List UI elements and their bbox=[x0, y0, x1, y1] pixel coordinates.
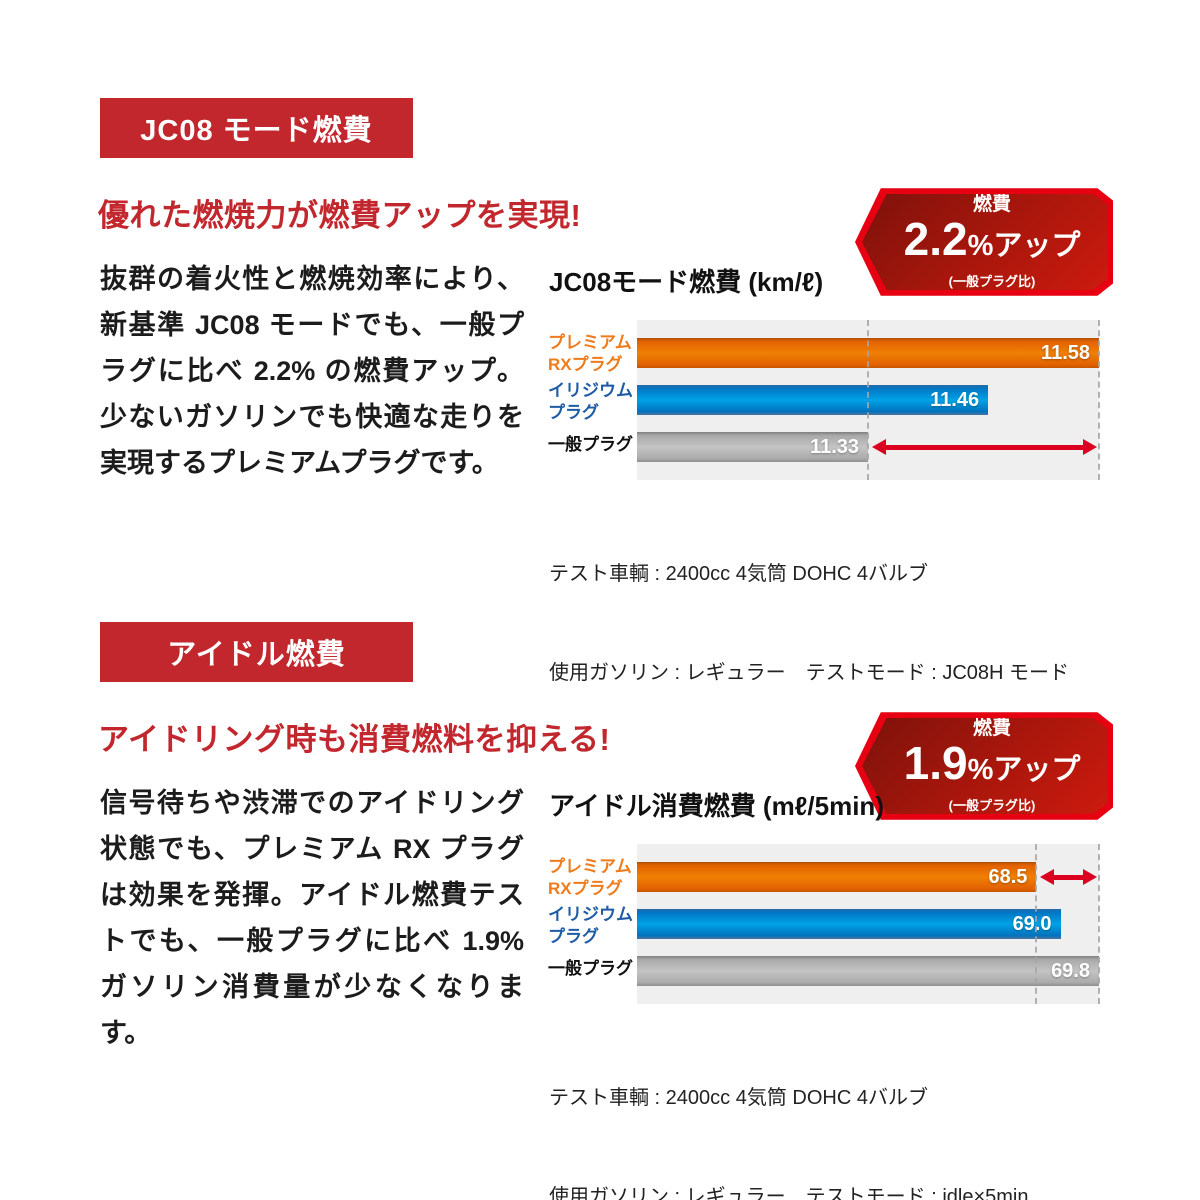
section-idle: アイドル燃費 アイドリング時も消費燃料を抑える! 信号待ちや渋滞でのアイドリング… bbox=[0, 622, 1200, 1200]
standard-plug-bar: 69.8 bbox=[637, 956, 1099, 986]
bar-value-label: 11.46 bbox=[930, 388, 980, 411]
test-conditions-line: テスト車輌 : 2400cc 4気筒 DOHC 4バルブ bbox=[549, 1087, 928, 1109]
bar-value-label: 11.58 bbox=[1041, 341, 1090, 364]
difference-arrow-icon bbox=[872, 439, 1097, 455]
chart-title: JC08モード燃費 (km/ℓ) bbox=[549, 267, 824, 297]
badge-label: 燃費 bbox=[972, 718, 1011, 739]
badge-value-line: 1.9%アップ bbox=[904, 740, 1081, 798]
guide-dashed-line bbox=[867, 320, 869, 480]
test-conditions: テスト車輌 : 2400cc 4気筒 DOHC 4バルブ 使用ガソリン : レギ… bbox=[549, 1016, 1029, 1200]
section-banner-idle: アイドル燃費 bbox=[100, 622, 413, 682]
bar-value-label: 69.8 bbox=[1051, 959, 1090, 982]
fuel-up-badge: 燃費 1.9%アップ (一般プラグ比) bbox=[855, 712, 1113, 820]
row-label-standard: 一般プラグ bbox=[548, 959, 633, 978]
row-label-premium-rx: プレミアム RXプラグ bbox=[548, 333, 632, 374]
section-body-text: 抜群の着火性と燃焼効率により、新基準 JC08 モードでも、一般プラグに比べ 2… bbox=[100, 264, 524, 478]
badge-percent-value: 1.9 bbox=[903, 737, 968, 789]
jc08-bar-chart: 11.58 11.46 11.33 bbox=[637, 320, 1100, 480]
premium-rx-bar: 68.5 bbox=[637, 862, 1037, 892]
row-label-iridium: イリジウム プラグ bbox=[548, 905, 633, 946]
test-conditions-line: テスト車輌 : 2400cc 4気筒 DOHC 4バルブ bbox=[549, 563, 928, 585]
chart-title: アイドル消費燃費 (mℓ/5min) bbox=[549, 791, 884, 821]
row-label-premium-rx: プレミアム RXプラグ bbox=[548, 857, 632, 898]
bar-row-standard: 69.8 bbox=[637, 956, 1099, 986]
bar-row-premium-rx: 68.5 bbox=[637, 862, 1099, 892]
section-headline: 優れた燃焼力が燃費アップを実現! bbox=[98, 198, 582, 233]
badge-value-line: 2.2%アップ bbox=[904, 216, 1081, 274]
row-label-standard: 一般プラグ bbox=[548, 435, 633, 454]
row-label-iridium: イリジウム プラグ bbox=[548, 381, 633, 422]
standard-plug-bar: 11.33 bbox=[637, 432, 868, 462]
section-jc08-mode: JC08 モード燃費 優れた燃焼力が燃費アップを実現! 抜群の着火性と燃焼効率に… bbox=[0, 98, 1200, 684]
bar-row-iridium: 69.0 bbox=[637, 909, 1099, 939]
guide-dashed-line bbox=[1098, 320, 1100, 480]
bar-value-label: 11.33 bbox=[810, 435, 859, 458]
section-banner-label: アイドル燃費 bbox=[167, 639, 346, 671]
section-banner-jc08: JC08 モード燃費 bbox=[100, 98, 413, 158]
fuel-up-badge: 燃費 2.2%アップ (一般プラグ比) bbox=[855, 188, 1113, 296]
idle-bar-chart: 68.5 69.0 69.8 bbox=[637, 844, 1100, 1004]
badge-percent-value: 2.2 bbox=[903, 213, 968, 265]
fuel-up-badge-inner: 燃費 1.9%アップ (一般プラグ比) bbox=[862, 718, 1108, 814]
bar-value-label: 68.5 bbox=[988, 865, 1028, 888]
iridium-bar: 11.46 bbox=[637, 385, 989, 415]
fuel-up-badge-inner: 燃費 2.2%アップ (一般プラグ比) bbox=[862, 194, 1108, 290]
badge-note: (一般プラグ比) bbox=[948, 274, 1036, 289]
bar-value-label: 69.0 bbox=[1012, 912, 1052, 935]
bar-row-standard: 11.33 bbox=[637, 432, 1099, 462]
guide-dashed-line bbox=[1098, 844, 1100, 1004]
guide-dashed-line bbox=[1035, 844, 1038, 1004]
iridium-bar: 69.0 bbox=[637, 909, 1061, 939]
badge-note: (一般プラグ比) bbox=[948, 798, 1036, 813]
test-conditions-line: 使用ガソリン : レギュラー テストモード : JC08H モード bbox=[549, 662, 1070, 684]
badge-percent-suffix: %アップ bbox=[967, 754, 1081, 786]
test-conditions: テスト車輌 : 2400cc 4気筒 DOHC 4バルブ 使用ガソリン : レギ… bbox=[549, 492, 1069, 756]
badge-percent-suffix: %アップ bbox=[967, 230, 1081, 262]
section-headline: アイドリング時も消費燃料を抑える! bbox=[98, 722, 611, 757]
badge-label: 燃費 bbox=[972, 194, 1011, 215]
section-body-text: 信号待ちや渋滞でのアイドリング状態でも、プレミアム RX プラグは効果を発揮。ア… bbox=[100, 788, 524, 1048]
section-banner-label: JC08 モード燃費 bbox=[140, 115, 373, 147]
difference-arrow-icon bbox=[1040, 869, 1097, 885]
test-conditions-line: 使用ガソリン : レギュラー テストモード : idle×5min bbox=[549, 1186, 1029, 1200]
bar-row-iridium: 11.46 bbox=[637, 385, 1099, 415]
